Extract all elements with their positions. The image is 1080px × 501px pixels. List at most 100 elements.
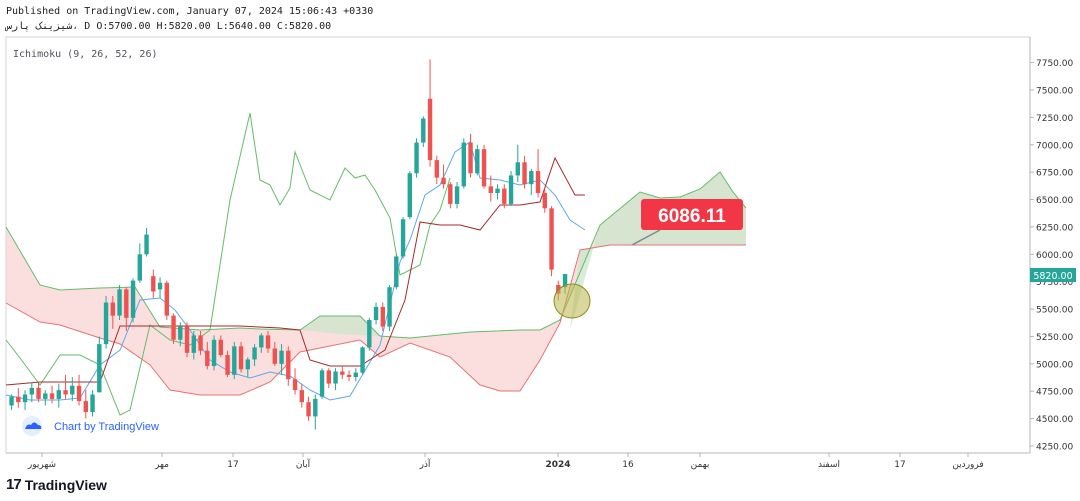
candle[interactable]	[333, 368, 338, 391]
candle[interactable]	[83, 390, 88, 419]
tradingview-footer[interactable]: 17 TradingView	[6, 476, 107, 493]
candle[interactable]	[427, 59, 433, 167]
candle-body	[83, 401, 88, 413]
candle[interactable]	[252, 344, 257, 367]
candle[interactable]	[286, 346, 291, 386]
indicator-label[interactable]: Ichimoku (9, 26, 52, 26)	[13, 49, 158, 60]
candle[interactable]	[36, 382, 41, 403]
candle[interactable]	[522, 155, 527, 189]
candle-body	[313, 398, 318, 417]
candle-body	[151, 276, 156, 292]
candle[interactable]	[340, 366, 345, 380]
candle[interactable]	[394, 254, 399, 290]
candle[interactable]	[387, 284, 392, 331]
candle[interactable]	[110, 295, 115, 329]
candle[interactable]	[178, 322, 183, 347]
candle[interactable]	[346, 370, 352, 382]
candle[interactable]	[238, 341, 244, 373]
candle[interactable]	[211, 335, 217, 371]
candle[interactable]	[191, 330, 196, 360]
candle[interactable]	[448, 182, 453, 209]
candle[interactable]	[319, 368, 325, 399]
candle[interactable]	[9, 394, 14, 410]
candle[interactable]	[367, 317, 372, 351]
candle[interactable]	[549, 206, 554, 277]
candle[interactable]	[495, 184, 500, 200]
candle[interactable]	[198, 330, 203, 356]
candle[interactable]	[137, 243, 142, 283]
candle[interactable]	[151, 269, 156, 299]
candle[interactable]	[292, 368, 298, 395]
candle[interactable]	[16, 387, 21, 408]
candle[interactable]	[454, 182, 460, 209]
candle-body	[49, 393, 55, 399]
candle[interactable]	[29, 382, 34, 403]
candle[interactable]	[515, 144, 520, 183]
candle[interactable]	[76, 374, 82, 406]
candle-body	[400, 219, 406, 257]
candle[interactable]	[157, 277, 163, 299]
candle[interactable]	[272, 341, 277, 367]
candle[interactable]	[90, 390, 95, 417]
time-tick-label: آذر	[419, 458, 431, 470]
candle[interactable]	[49, 385, 55, 404]
candle[interactable]	[164, 280, 169, 321]
price-tick-label: 4250.00	[1036, 443, 1073, 453]
candle[interactable]	[184, 322, 190, 358]
candle[interactable]	[529, 168, 534, 196]
candle[interactable]	[502, 184, 507, 209]
candle[interactable]	[218, 335, 223, 358]
candle[interactable]	[130, 278, 136, 323]
time-tick-label: اسفند	[818, 460, 840, 470]
candle[interactable]	[43, 390, 48, 406]
senkou-span-b	[5, 244, 746, 396]
candle[interactable]	[353, 368, 358, 382]
candle[interactable]	[117, 284, 122, 321]
candle[interactable]	[461, 138, 466, 189]
candle[interactable]	[56, 383, 61, 408]
candle[interactable]	[542, 188, 547, 213]
candle[interactable]	[421, 116, 426, 147]
candle[interactable]	[70, 376, 75, 402]
candle-body	[97, 344, 102, 393]
candle[interactable]	[22, 390, 28, 410]
candle[interactable]	[144, 228, 149, 257]
candle[interactable]	[434, 155, 439, 185]
candle[interactable]	[508, 171, 514, 207]
tradingview-logo-icon: 17	[6, 476, 22, 493]
candle[interactable]	[225, 350, 230, 377]
candle[interactable]	[63, 374, 68, 399]
candle[interactable]	[245, 357, 250, 377]
candle[interactable]	[265, 330, 271, 353]
candle-body	[110, 302, 115, 316]
candle[interactable]	[313, 394, 318, 430]
candle[interactable]	[306, 396, 311, 421]
candle[interactable]	[97, 336, 102, 393]
candle[interactable]	[360, 346, 365, 375]
candle[interactable]	[407, 171, 412, 220]
candle[interactable]	[299, 383, 304, 408]
candle[interactable]	[481, 144, 487, 189]
candle[interactable]	[475, 144, 480, 176]
price-callout[interactable]: 6086.11	[631, 199, 743, 246]
candle[interactable]	[380, 302, 385, 331]
candle[interactable]	[171, 313, 176, 345]
candle[interactable]	[468, 133, 473, 178]
candle[interactable]	[414, 138, 419, 178]
candle[interactable]	[232, 341, 237, 380]
tradingview-watermark[interactable]: Chart by TradingView	[22, 416, 159, 436]
candle[interactable]	[441, 164, 446, 189]
candle[interactable]	[400, 217, 406, 259]
candle[interactable]	[373, 302, 379, 325]
candle[interactable]	[488, 175, 493, 202]
price-axis: 7750.00 7500.00 7250.00 7000.00 6750.00 6500.…	[1030, 59, 1073, 453]
candle[interactable]	[279, 344, 284, 375]
callout-pointer	[631, 229, 661, 246]
price-chart[interactable]: 7750.00 7500.00 7250.00 7000.00 6750.00 6500.…	[0, 0, 1080, 476]
candle[interactable]	[103, 295, 109, 349]
candle[interactable]	[535, 149, 541, 198]
candle[interactable]	[259, 333, 264, 353]
candle[interactable]	[326, 368, 331, 388]
candle[interactable]	[205, 341, 210, 370]
candle[interactable]	[124, 287, 129, 331]
